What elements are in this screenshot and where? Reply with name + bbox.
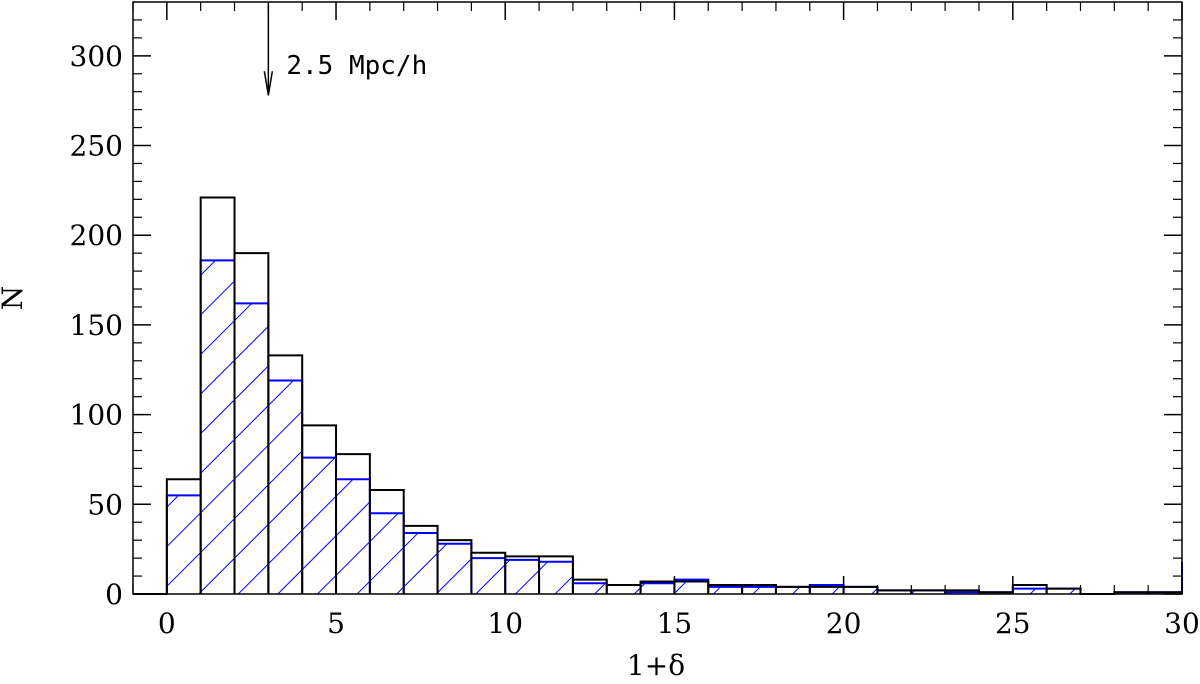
- y-tick-label: 0: [105, 578, 123, 611]
- histogram-bar-hatch: [302, 457, 337, 594]
- y-tick-label: 50: [87, 488, 123, 521]
- y-axis-title: N: [0, 286, 29, 311]
- plot-frame: [132, 1, 1183, 595]
- x-tick-label: 10: [487, 607, 523, 640]
- y-tick-label: 100: [70, 399, 123, 432]
- y-tick-label: 300: [70, 40, 123, 73]
- histogram-bar-hatch: [674, 579, 709, 594]
- histogram-bar-hatch: [1012, 588, 1047, 594]
- histogram-bar-hatch: [268, 380, 303, 594]
- histogram-bar-hatch: [606, 585, 641, 594]
- x-axis-title: 1+δ: [627, 649, 685, 682]
- x-tick-label: 0: [158, 607, 176, 640]
- series-hatched: [133, 259, 1183, 595]
- annotation-layer: 2.5 Mpc/h: [263, 2, 427, 96]
- histogram-bar-hatch: [877, 590, 912, 594]
- histogram-bar-hatch: [200, 260, 235, 594]
- histogram-bar-hatch: [742, 586, 776, 594]
- y-tick-label: 200: [70, 219, 123, 252]
- histogram-bar-hatch: [505, 559, 540, 594]
- histogram-bar-hatch: [1046, 588, 1081, 594]
- histogram-bar-hatch: [911, 590, 946, 594]
- histogram-bar-hatch: [572, 583, 607, 594]
- histogram-bar-hatch: [708, 586, 743, 594]
- histogram-bar-hatch: [539, 561, 573, 594]
- histogram-bar-hatch: [809, 585, 844, 594]
- series-layer: [133, 196, 1183, 595]
- annotation-label: 2.5 Mpc/h: [286, 51, 427, 81]
- histogram-bar-hatch: [843, 586, 878, 594]
- histogram-bar-hatch: [166, 495, 201, 594]
- x-tick-label: 15: [657, 607, 693, 640]
- histogram-bar-hatch: [471, 558, 506, 594]
- x-tick-label: 25: [995, 607, 1031, 640]
- histogram-bar-hatch: [234, 303, 269, 594]
- annotation-arrow-head: [263, 71, 274, 96]
- y-tick-label: 250: [70, 130, 123, 163]
- y-tick-label: 150: [70, 309, 123, 342]
- histogram-bar-hatch: [437, 543, 472, 594]
- histogram-bar-hatch: [403, 533, 438, 594]
- x-tick-label: 30: [1164, 607, 1200, 640]
- histogram-bar-hatch: [369, 513, 404, 594]
- histogram-bar-hatch: [336, 479, 370, 594]
- histogram-bar-hatch: [775, 586, 810, 594]
- histogram-bar-hatch: [640, 583, 675, 594]
- x-tick-label: 5: [327, 607, 345, 640]
- x-tick-label: 20: [826, 607, 862, 640]
